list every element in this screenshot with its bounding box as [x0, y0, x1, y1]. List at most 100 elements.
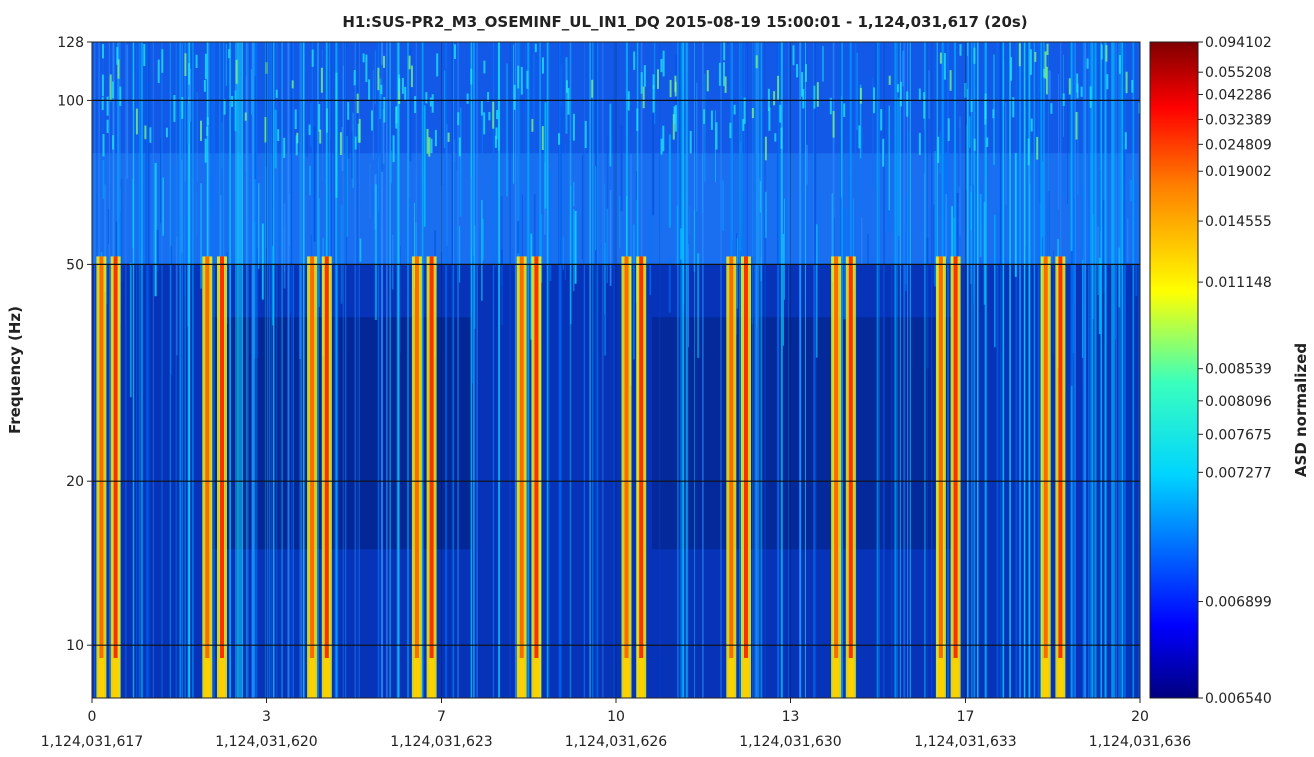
hf-speckle: [743, 97, 746, 124]
hf-speckle: [200, 120, 202, 141]
glitch-base: [847, 658, 854, 698]
hf-speckle: [188, 63, 191, 85]
hf-speckle: [457, 112, 460, 126]
hf-speckle: [843, 103, 846, 117]
hf-speckle: [1029, 49, 1032, 75]
hf-speckle: [1075, 112, 1078, 140]
hf-speckle: [1138, 102, 1140, 114]
glitch-layer: [96, 256, 1066, 698]
hf-speckle: [777, 75, 780, 101]
hf-speckle: [1062, 93, 1065, 106]
hf-speckle: [275, 89, 278, 98]
hf-speckle: [633, 51, 636, 70]
hf-speckle: [1030, 118, 1033, 132]
hf-speckle: [526, 70, 529, 89]
colorbar-tick-label: 0.011148: [1205, 275, 1272, 291]
hf-speckle: [813, 85, 816, 109]
glitch-core: [1043, 256, 1048, 698]
hf-speckle: [358, 118, 361, 143]
hf-speckle: [106, 96, 109, 116]
hf-speckle: [567, 87, 570, 115]
hf-speckle: [454, 44, 456, 59]
hf-speckle: [558, 133, 560, 145]
hf-speckle: [1106, 74, 1109, 90]
hf-speckle: [149, 127, 152, 143]
hf-speckle: [829, 97, 832, 115]
colorbar-tick-label: 0.019002: [1205, 164, 1272, 180]
hf-speckle: [949, 70, 952, 91]
hf-speckle: [534, 43, 537, 53]
hf-speckle: [325, 108, 328, 133]
hf-speckle: [899, 81, 902, 107]
colorbar-tick-label: 0.006899: [1205, 595, 1272, 611]
glitch-base: [833, 658, 840, 698]
hf-speckle: [1068, 78, 1071, 95]
hf-speckle: [947, 118, 950, 142]
y-tick-label: 10: [66, 638, 84, 654]
y-axis-label: Frequency (Hz): [6, 306, 24, 434]
glitch-core: [729, 256, 734, 698]
hf-speckle: [112, 135, 115, 150]
hf-speckle: [513, 84, 516, 110]
hf-speckle: [923, 92, 926, 119]
hf-speckle: [715, 122, 718, 150]
glitch-core: [205, 256, 210, 698]
glitch-core: [744, 256, 748, 698]
glitch-core: [310, 256, 315, 698]
hf-speckle: [1010, 57, 1013, 81]
x-tick-label: 7: [437, 709, 446, 725]
hf-speckle: [1086, 58, 1089, 69]
hf-speckle: [642, 86, 645, 109]
hf-speckle: [1044, 51, 1047, 79]
glitch-base: [1042, 658, 1049, 698]
glitch-base: [728, 658, 735, 698]
hf-speckle: [531, 118, 534, 132]
hf-speckle: [277, 129, 280, 141]
glitch-core: [639, 256, 644, 698]
hf-speckle: [318, 104, 321, 132]
colorbar-axis: 0.094102 0.055208 0.042286 0.032389 0.024809…: [1198, 35, 1272, 707]
hf-speckle: [111, 81, 114, 99]
hf-speckle: [195, 54, 198, 68]
hf-speckle: [751, 108, 754, 119]
chart-title: H1:SUS-PR2_M3_OSEMINF_UL_IN1_DQ 2015-08-…: [342, 13, 1027, 31]
x-tick-label: 20: [1131, 709, 1149, 725]
colorbar-tick-label: 0.032389: [1205, 112, 1272, 128]
hf-speckle: [368, 79, 371, 101]
hf-speckle: [181, 97, 184, 119]
hf-speckle: [347, 101, 350, 120]
hf-speckle: [1125, 71, 1128, 94]
glitch-base: [98, 658, 105, 698]
hf-speckle: [492, 101, 495, 129]
hf-speckle: [487, 92, 490, 102]
hf-speckle: [488, 112, 491, 121]
hf-speckle: [414, 96, 417, 114]
hf-speckle: [986, 137, 989, 147]
hf-speckle: [973, 138, 976, 151]
hf-speckle: [1034, 51, 1037, 62]
glitch-core: [220, 256, 224, 698]
hf-speckle: [802, 89, 805, 109]
hf-speckle: [380, 84, 383, 95]
hf-speckle: [674, 105, 677, 132]
colorbar-tick-label: 0.055208: [1205, 65, 1272, 81]
hf-speckle: [959, 44, 962, 56]
hf-speckle: [723, 42, 726, 61]
hf-speckle: [882, 138, 885, 167]
hf-speckle: [768, 107, 771, 131]
hf-speckle: [184, 53, 187, 76]
hf-speckle: [480, 100, 483, 116]
hf-speckle: [426, 128, 429, 154]
x-tick-gps-label: 1,124,031,636: [1089, 734, 1192, 750]
hf-speckle: [1105, 45, 1108, 62]
hf-speckle: [204, 138, 207, 163]
hf-speckle: [1012, 97, 1015, 118]
hf-speckle: [436, 53, 439, 77]
glitch-base: [937, 658, 944, 698]
x-tick-gps-label: 1,124,031,620: [215, 734, 317, 750]
hf-speckle: [832, 111, 835, 138]
hf-speckle: [660, 58, 663, 73]
hf-speckle: [764, 136, 767, 161]
hf-speckle: [283, 137, 286, 158]
